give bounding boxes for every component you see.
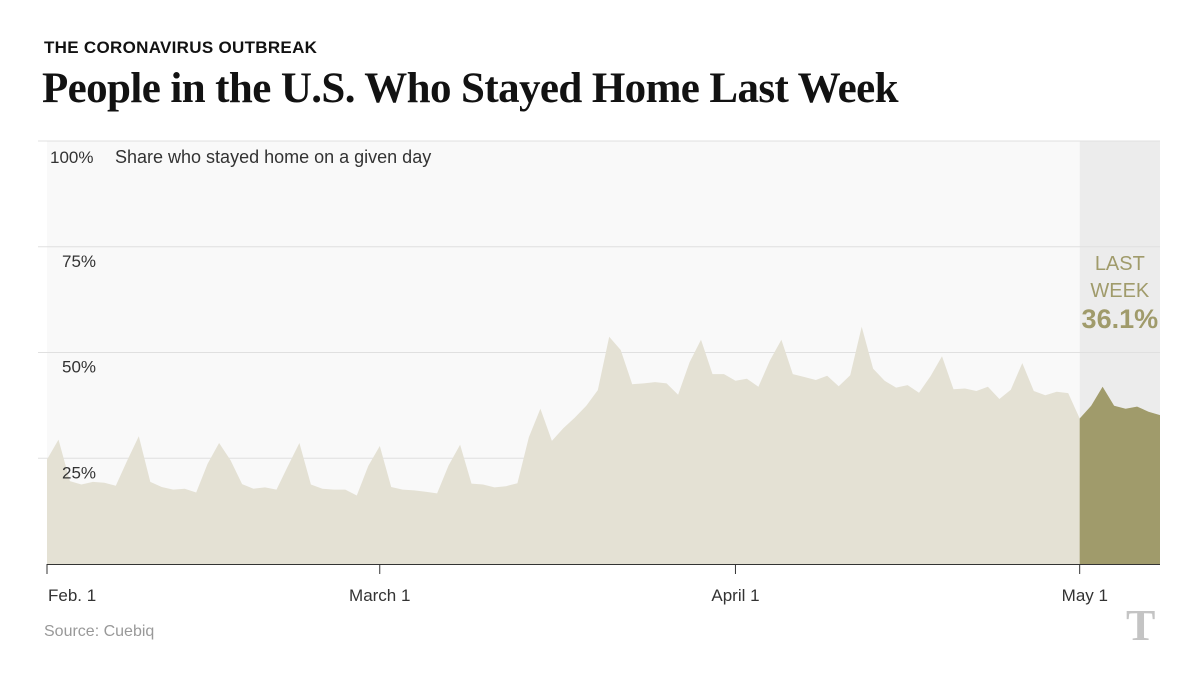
x-tick-label: Feb. 1 bbox=[48, 586, 96, 605]
y-tick-label: 50% bbox=[62, 358, 96, 377]
x-tick-label: April 1 bbox=[711, 586, 759, 605]
y-tick-label: 75% bbox=[62, 252, 96, 271]
last-week-area bbox=[1079, 386, 1160, 564]
stayed-home-area bbox=[47, 326, 1160, 564]
kicker: THE CORONAVIRUS OUTBREAK bbox=[44, 38, 318, 57]
source-note: Source: Cuebiq bbox=[44, 623, 155, 640]
y-tick-label: 25% bbox=[62, 463, 96, 482]
x-tick-label: March 1 bbox=[349, 586, 410, 605]
nyt-logo-icon: T bbox=[1126, 601, 1156, 650]
last-week-label-line1: LAST bbox=[1095, 253, 1145, 275]
y-tick-label: 100% bbox=[50, 148, 93, 167]
x-tick-label: May 1 bbox=[1062, 586, 1108, 605]
chart-title: People in the U.S. Who Stayed Home Last … bbox=[42, 65, 899, 112]
last-week-label-line2: WEEK bbox=[1090, 280, 1150, 302]
last-week-value: 36.1% bbox=[1082, 304, 1159, 334]
y-axis-label: Share who stayed home on a given day bbox=[115, 147, 431, 167]
